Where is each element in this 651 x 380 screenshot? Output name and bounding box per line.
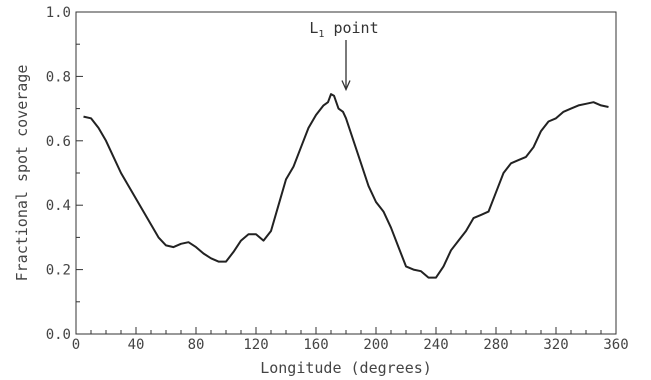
x-tick-label: 360 — [603, 337, 628, 353]
y-tick-label: 1.0 — [46, 5, 71, 21]
series-line — [83, 93, 609, 279]
x-tick-label: 240 — [423, 337, 448, 353]
x-tick-label: 40 — [128, 337, 145, 353]
x-axis-title: Longitude (degrees) — [260, 359, 432, 377]
x-tick-label: 160 — [303, 337, 328, 353]
x-tick-label: 0 — [72, 337, 80, 353]
y-tick-label: 0.8 — [46, 69, 71, 85]
y-tick-label: 0.6 — [46, 134, 71, 150]
x-tick-label: 280 — [483, 337, 508, 353]
x-tick-label: 200 — [363, 337, 388, 353]
annotation-arrowhead — [341, 80, 351, 92]
x-tick-label: 320 — [543, 337, 568, 353]
y-tick-label: 0.4 — [46, 198, 71, 214]
annotation-label: L1 point — [309, 19, 378, 40]
tick-labels: 0 40 80 120 160 200 240 280 320 360 0.0 0.2 0.4 0.6 0.… — [46, 5, 629, 353]
y-tick-label: 0.2 — [46, 263, 71, 279]
l1-annotation: L1 point — [309, 19, 379, 92]
y-tick-label: 0.0 — [46, 327, 71, 343]
ticks — [75, 11, 617, 335]
x-tick-label: 80 — [188, 337, 205, 353]
y-axis-title: Fractional spot coverage — [13, 65, 31, 282]
x-tick-label: 120 — [243, 337, 268, 353]
